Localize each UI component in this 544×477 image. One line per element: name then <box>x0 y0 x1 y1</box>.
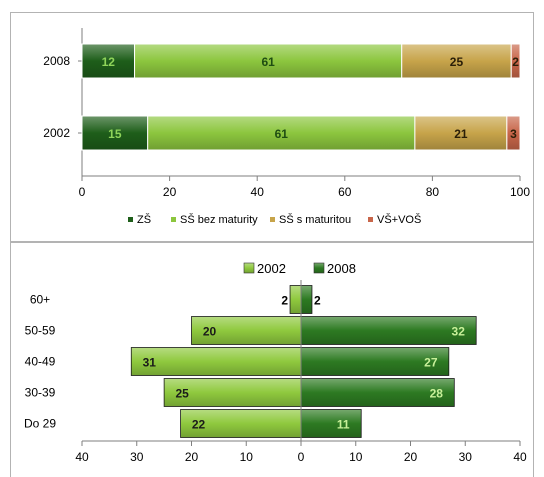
legend-label: 2002 <box>257 261 286 276</box>
legend-swatch <box>171 217 176 222</box>
pyramid-bar <box>300 316 477 345</box>
x-tick-label: 80 <box>426 185 440 199</box>
data-label: 25 <box>175 387 189 401</box>
y-tick-label: 30-39 <box>25 386 56 400</box>
legend-label: SŠ bez maturity <box>180 213 258 226</box>
x-tick-label: 100 <box>510 185 530 199</box>
y-tick-label: 2008 <box>43 54 70 68</box>
data-label: 2 <box>281 294 288 308</box>
data-label: 61 <box>275 127 289 141</box>
y-tick-label: 60+ <box>30 293 50 307</box>
data-label: 31 <box>143 356 157 370</box>
legend-label: ZŠ <box>137 213 151 226</box>
data-label: 21 <box>454 127 468 141</box>
pyramid-bar <box>300 285 313 314</box>
data-label: 27 <box>424 356 438 370</box>
data-label: 15 <box>108 127 122 141</box>
pyramid-bar <box>191 316 302 345</box>
legend-swatch <box>270 217 275 222</box>
x-tick-label: 20 <box>185 450 199 464</box>
x-tick-label: 10 <box>349 450 363 464</box>
x-tick-label: 0 <box>79 185 86 199</box>
y-tick-label: 50-59 <box>25 324 56 338</box>
x-tick-label: 40 <box>513 450 527 464</box>
data-label: 22 <box>192 418 206 432</box>
x-tick-label: 40 <box>251 185 265 199</box>
x-tick-label: 20 <box>404 450 418 464</box>
data-label: 20 <box>203 325 217 339</box>
x-tick-label: 20 <box>163 185 177 199</box>
data-label: 2 <box>512 55 519 69</box>
pyramid-bar <box>163 378 302 407</box>
bar-segment <box>414 115 508 151</box>
bar-segment <box>147 115 416 151</box>
pyramid-bar <box>180 409 302 438</box>
pyramid-bar <box>289 285 302 314</box>
y-tick-label: 40-49 <box>25 355 56 369</box>
pyramid-bar <box>300 409 362 438</box>
pyramid-bar <box>300 378 455 407</box>
legend-swatch <box>243 262 255 274</box>
legend-label: 2008 <box>327 261 356 276</box>
data-label: 32 <box>452 325 466 339</box>
data-label: 28 <box>430 387 444 401</box>
pyramid-bar <box>130 347 302 376</box>
x-tick-label: 0 <box>298 450 305 464</box>
y-tick-label: Do 29 <box>24 417 56 431</box>
legend-swatch <box>313 262 325 274</box>
bar-segment <box>510 43 521 79</box>
bar-segment <box>134 43 403 79</box>
data-label: 12 <box>102 55 116 69</box>
x-tick-label: 30 <box>459 450 473 464</box>
education-stacked-bar-chart: 2008 2002 0 20 40 60 80 100 12 61 25 2 15 61 21 3 ZŠ SŠ b… <box>10 12 534 242</box>
bar-segment <box>506 115 521 151</box>
legend-label: SŠ s maturitou <box>279 213 351 226</box>
y-tick-label: 2002 <box>43 126 70 140</box>
x-tick-label: 10 <box>240 450 254 464</box>
data-label: 61 <box>261 55 275 69</box>
legend-swatch <box>368 217 373 222</box>
bar-segment <box>401 43 512 79</box>
data-label: 11 <box>337 418 350 432</box>
bar-segment <box>81 43 136 79</box>
data-label: 25 <box>450 55 464 69</box>
x-tick-label: 30 <box>130 450 144 464</box>
data-label: 2 <box>314 294 321 308</box>
pyramid-bar <box>300 347 450 376</box>
data-label: 3 <box>510 127 517 141</box>
legend-label: VŠ+VOŠ <box>377 213 421 226</box>
legend-swatch <box>128 217 133 222</box>
x-tick-label: 60 <box>338 185 352 199</box>
x-tick-label: 40 <box>75 450 89 464</box>
